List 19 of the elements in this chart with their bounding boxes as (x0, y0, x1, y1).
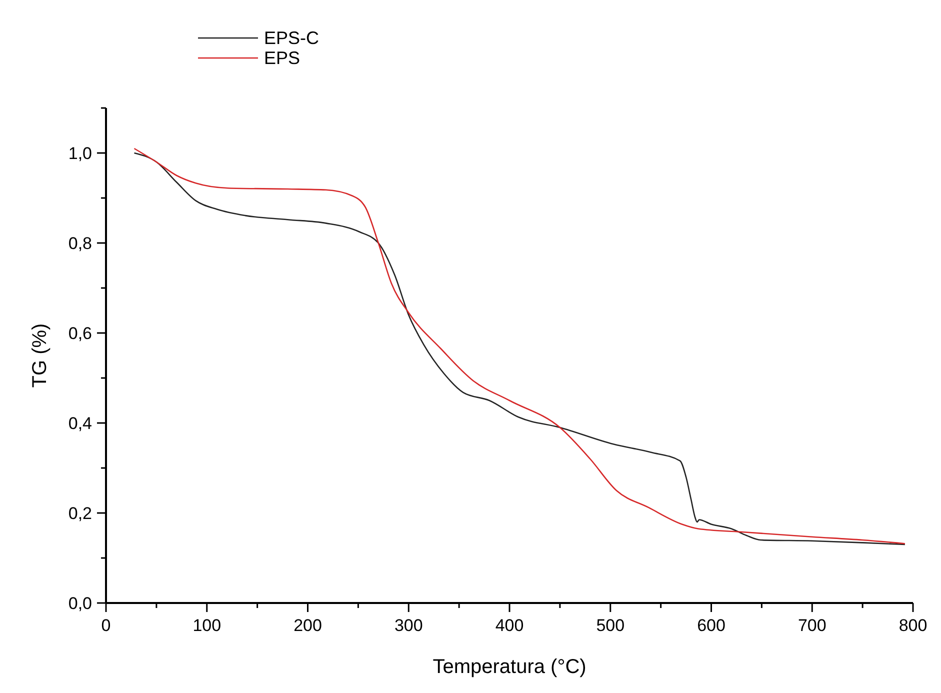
x-tick-label: 700 (798, 616, 826, 635)
x-tick-label: 200 (294, 616, 322, 635)
x-tick-label: 500 (596, 616, 625, 635)
x-tick-label: 800 (898, 616, 928, 635)
y-tick-label: 0,6 (68, 324, 92, 343)
y-tick-label: 0,0 (68, 594, 92, 613)
x-tick-label: 100 (192, 616, 222, 635)
y-tick-label: 1,0 (68, 144, 92, 163)
y-tick-label: 0,4 (68, 414, 92, 433)
y-axis-title: TG (%) (29, 323, 51, 388)
y-tick-label: 0,8 (68, 234, 92, 253)
x-tick-label: 0 (101, 616, 111, 635)
x-tick-label: 400 (495, 616, 524, 635)
legend-label: EPS-C (264, 28, 320, 48)
x-axis-title: Temperatura (°C) (432, 656, 586, 678)
x-tick-label: 300 (394, 616, 423, 635)
y-tick-label: 0,2 (68, 504, 92, 523)
legend-label: EPS (264, 48, 300, 68)
x-tick-label: 600 (697, 616, 726, 635)
